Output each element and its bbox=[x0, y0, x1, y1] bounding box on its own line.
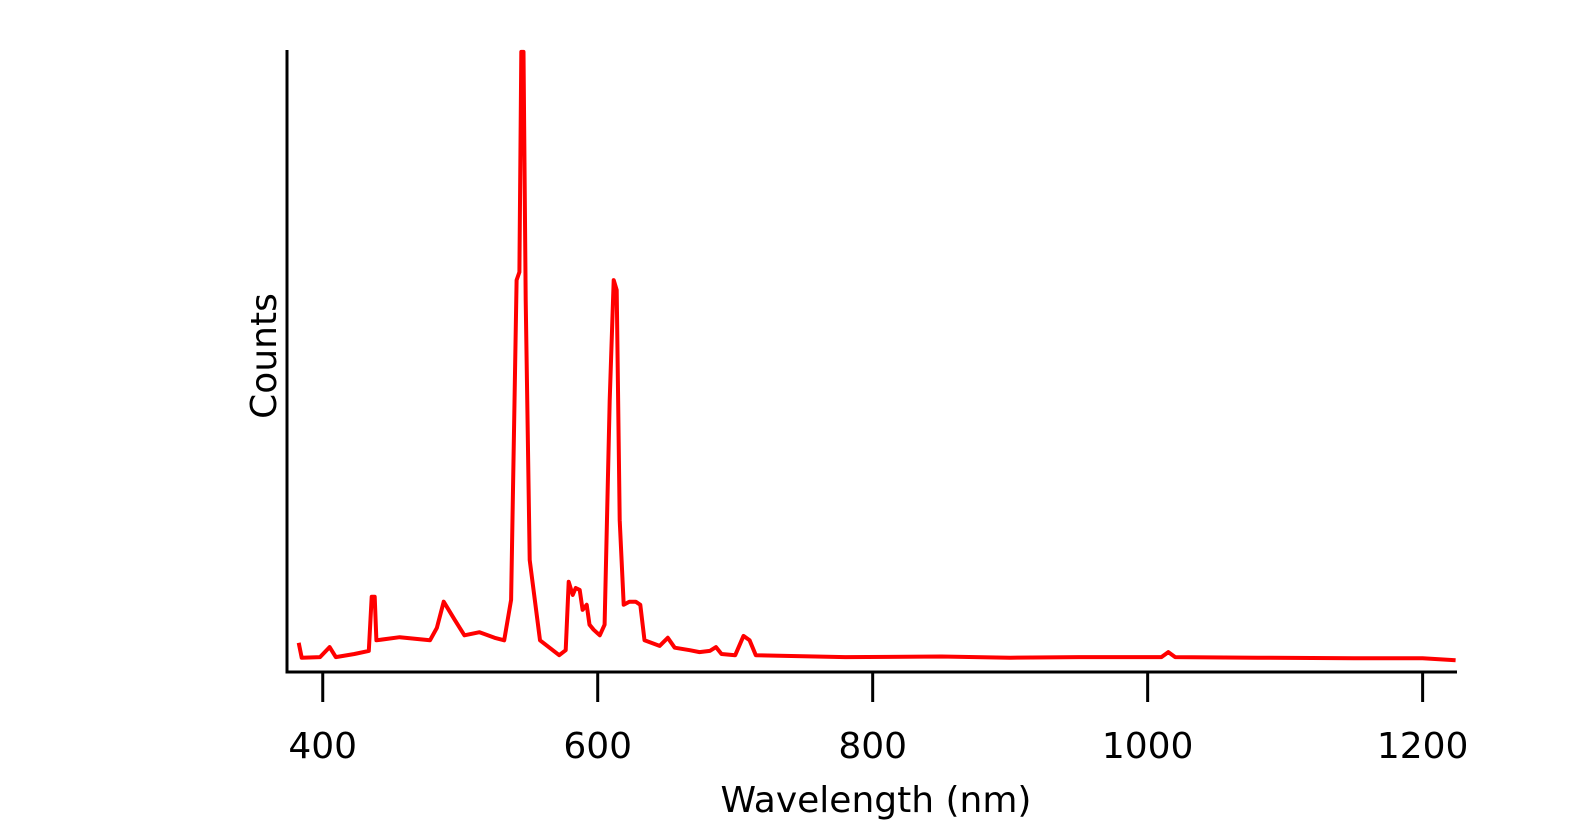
x-tick-label: 600 bbox=[563, 726, 632, 767]
x-axis-label: Wavelength (nm) bbox=[721, 780, 1032, 821]
y-axis-label: Counts bbox=[244, 293, 285, 419]
x-tick-label: 400 bbox=[288, 726, 357, 767]
x-tick-label: 800 bbox=[838, 726, 907, 767]
plot-area bbox=[296, 49, 1456, 663]
x-ticks: 400 600 800 1000 1200 bbox=[288, 672, 1468, 767]
series-line-0 bbox=[296, 49, 1456, 663]
x-tick-label: 1200 bbox=[1377, 726, 1469, 767]
x-tick-label: 1000 bbox=[1102, 726, 1194, 767]
